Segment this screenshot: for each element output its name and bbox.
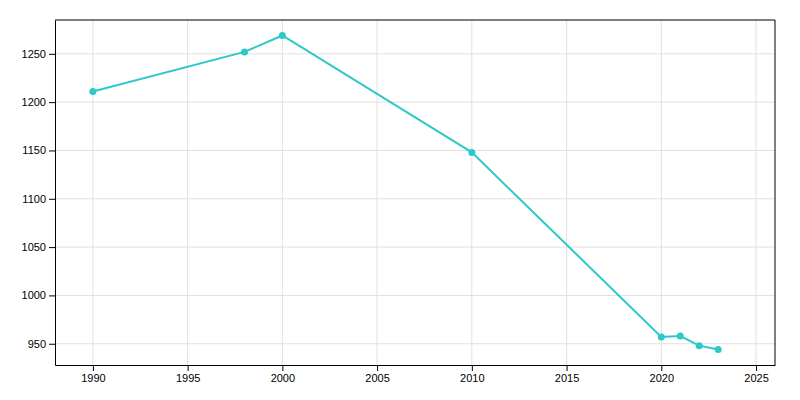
y-grid-line [55, 198, 775, 199]
x-tick: 2015 [555, 365, 579, 384]
y-tick: 1250 [22, 48, 55, 60]
x-grid-line [756, 20, 757, 365]
x-tick-mark [756, 365, 757, 371]
frame-top [55, 20, 775, 21]
x-tick-mark [93, 365, 94, 371]
frame-right [775, 20, 776, 365]
x-grid-line [282, 20, 283, 365]
y-tick-mark [49, 102, 55, 103]
x-grid-line [377, 20, 378, 365]
point [658, 333, 665, 340]
x-tick: 2010 [460, 365, 484, 384]
y-tick: 950 [28, 338, 55, 350]
grid [55, 20, 775, 365]
y-tick-label: 1050 [22, 241, 46, 253]
x-axis-line [56, 365, 776, 366]
x-tick: 2020 [650, 365, 674, 384]
x-tick-label: 2020 [650, 372, 674, 384]
marks [89, 32, 721, 353]
x-tick-label: 1995 [176, 372, 200, 384]
chart-container: 1990 1995 2000 2005 2010 2015 2020 2025 950 1000 1… [0, 0, 800, 400]
x-tick-label: 2015 [555, 372, 579, 384]
y-tick-label: 1100 [22, 193, 46, 205]
line [93, 35, 718, 349]
y-grid-line [55, 53, 775, 54]
x-grid-line [661, 20, 662, 365]
y-tick: 1200 [22, 96, 55, 108]
x-tick: 2005 [365, 365, 389, 384]
plot: 1990 1995 2000 2005 2010 2015 2020 2025 950 1000 1… [22, 20, 776, 384]
point [677, 333, 684, 340]
x-tick-label: 1990 [81, 372, 105, 384]
y-tick: 1150 [22, 144, 55, 156]
point [89, 88, 96, 95]
y-tick-label: 950 [28, 338, 46, 350]
y-tick-label: 1200 [22, 96, 46, 108]
y-tick-label: 1150 [22, 144, 46, 156]
y-tick-label: 1250 [22, 48, 46, 60]
x-tick-label: 2000 [271, 372, 295, 384]
chart-svg: 1990 1995 2000 2005 2010 2015 2020 2025 950 1000 1… [0, 0, 800, 400]
x-grid-line [471, 20, 472, 365]
y-axis: 950 1000 1050 1100 1150 1200 1250 [22, 21, 56, 366]
y-tick-mark [49, 54, 55, 55]
y-grid-line [55, 295, 775, 296]
point [241, 48, 248, 55]
y-tick: 1000 [22, 289, 55, 301]
y-tick-mark [49, 344, 55, 345]
y-grid-line [55, 150, 775, 151]
y-tick-mark [49, 150, 55, 151]
x-tick-mark [377, 365, 378, 371]
y-tick-mark [49, 247, 55, 248]
y-tick: 1100 [22, 193, 55, 205]
x-tick-mark [472, 365, 473, 371]
y-axis-line [55, 21, 56, 366]
point [696, 342, 703, 349]
y-tick: 1050 [22, 241, 55, 253]
x-tick-label: 2010 [460, 372, 484, 384]
x-tick: 2025 [744, 365, 768, 384]
point [715, 346, 722, 353]
y-tick-mark [49, 295, 55, 296]
x-axis: 1990 1995 2000 2005 2010 2015 2020 2025 [56, 365, 776, 384]
x-tick-mark [567, 365, 568, 371]
x-tick-mark [188, 365, 189, 371]
x-tick-mark [282, 365, 283, 371]
x-tick: 2000 [271, 365, 295, 384]
x-grid-line [566, 20, 567, 365]
x-tick-mark [661, 365, 662, 371]
y-grid-line [55, 102, 775, 103]
y-grid-line [55, 343, 775, 344]
x-tick: 1995 [176, 365, 200, 384]
x-tick-label: 2025 [744, 372, 768, 384]
x-tick: 1990 [81, 365, 105, 384]
x-grid-line [92, 20, 93, 365]
y-tick-label: 1000 [22, 289, 46, 301]
point [279, 32, 286, 39]
x-tick-label: 2005 [365, 372, 389, 384]
x-grid-line [187, 20, 188, 365]
point [468, 149, 475, 156]
y-tick-mark [49, 199, 55, 200]
y-grid-line [55, 247, 775, 248]
